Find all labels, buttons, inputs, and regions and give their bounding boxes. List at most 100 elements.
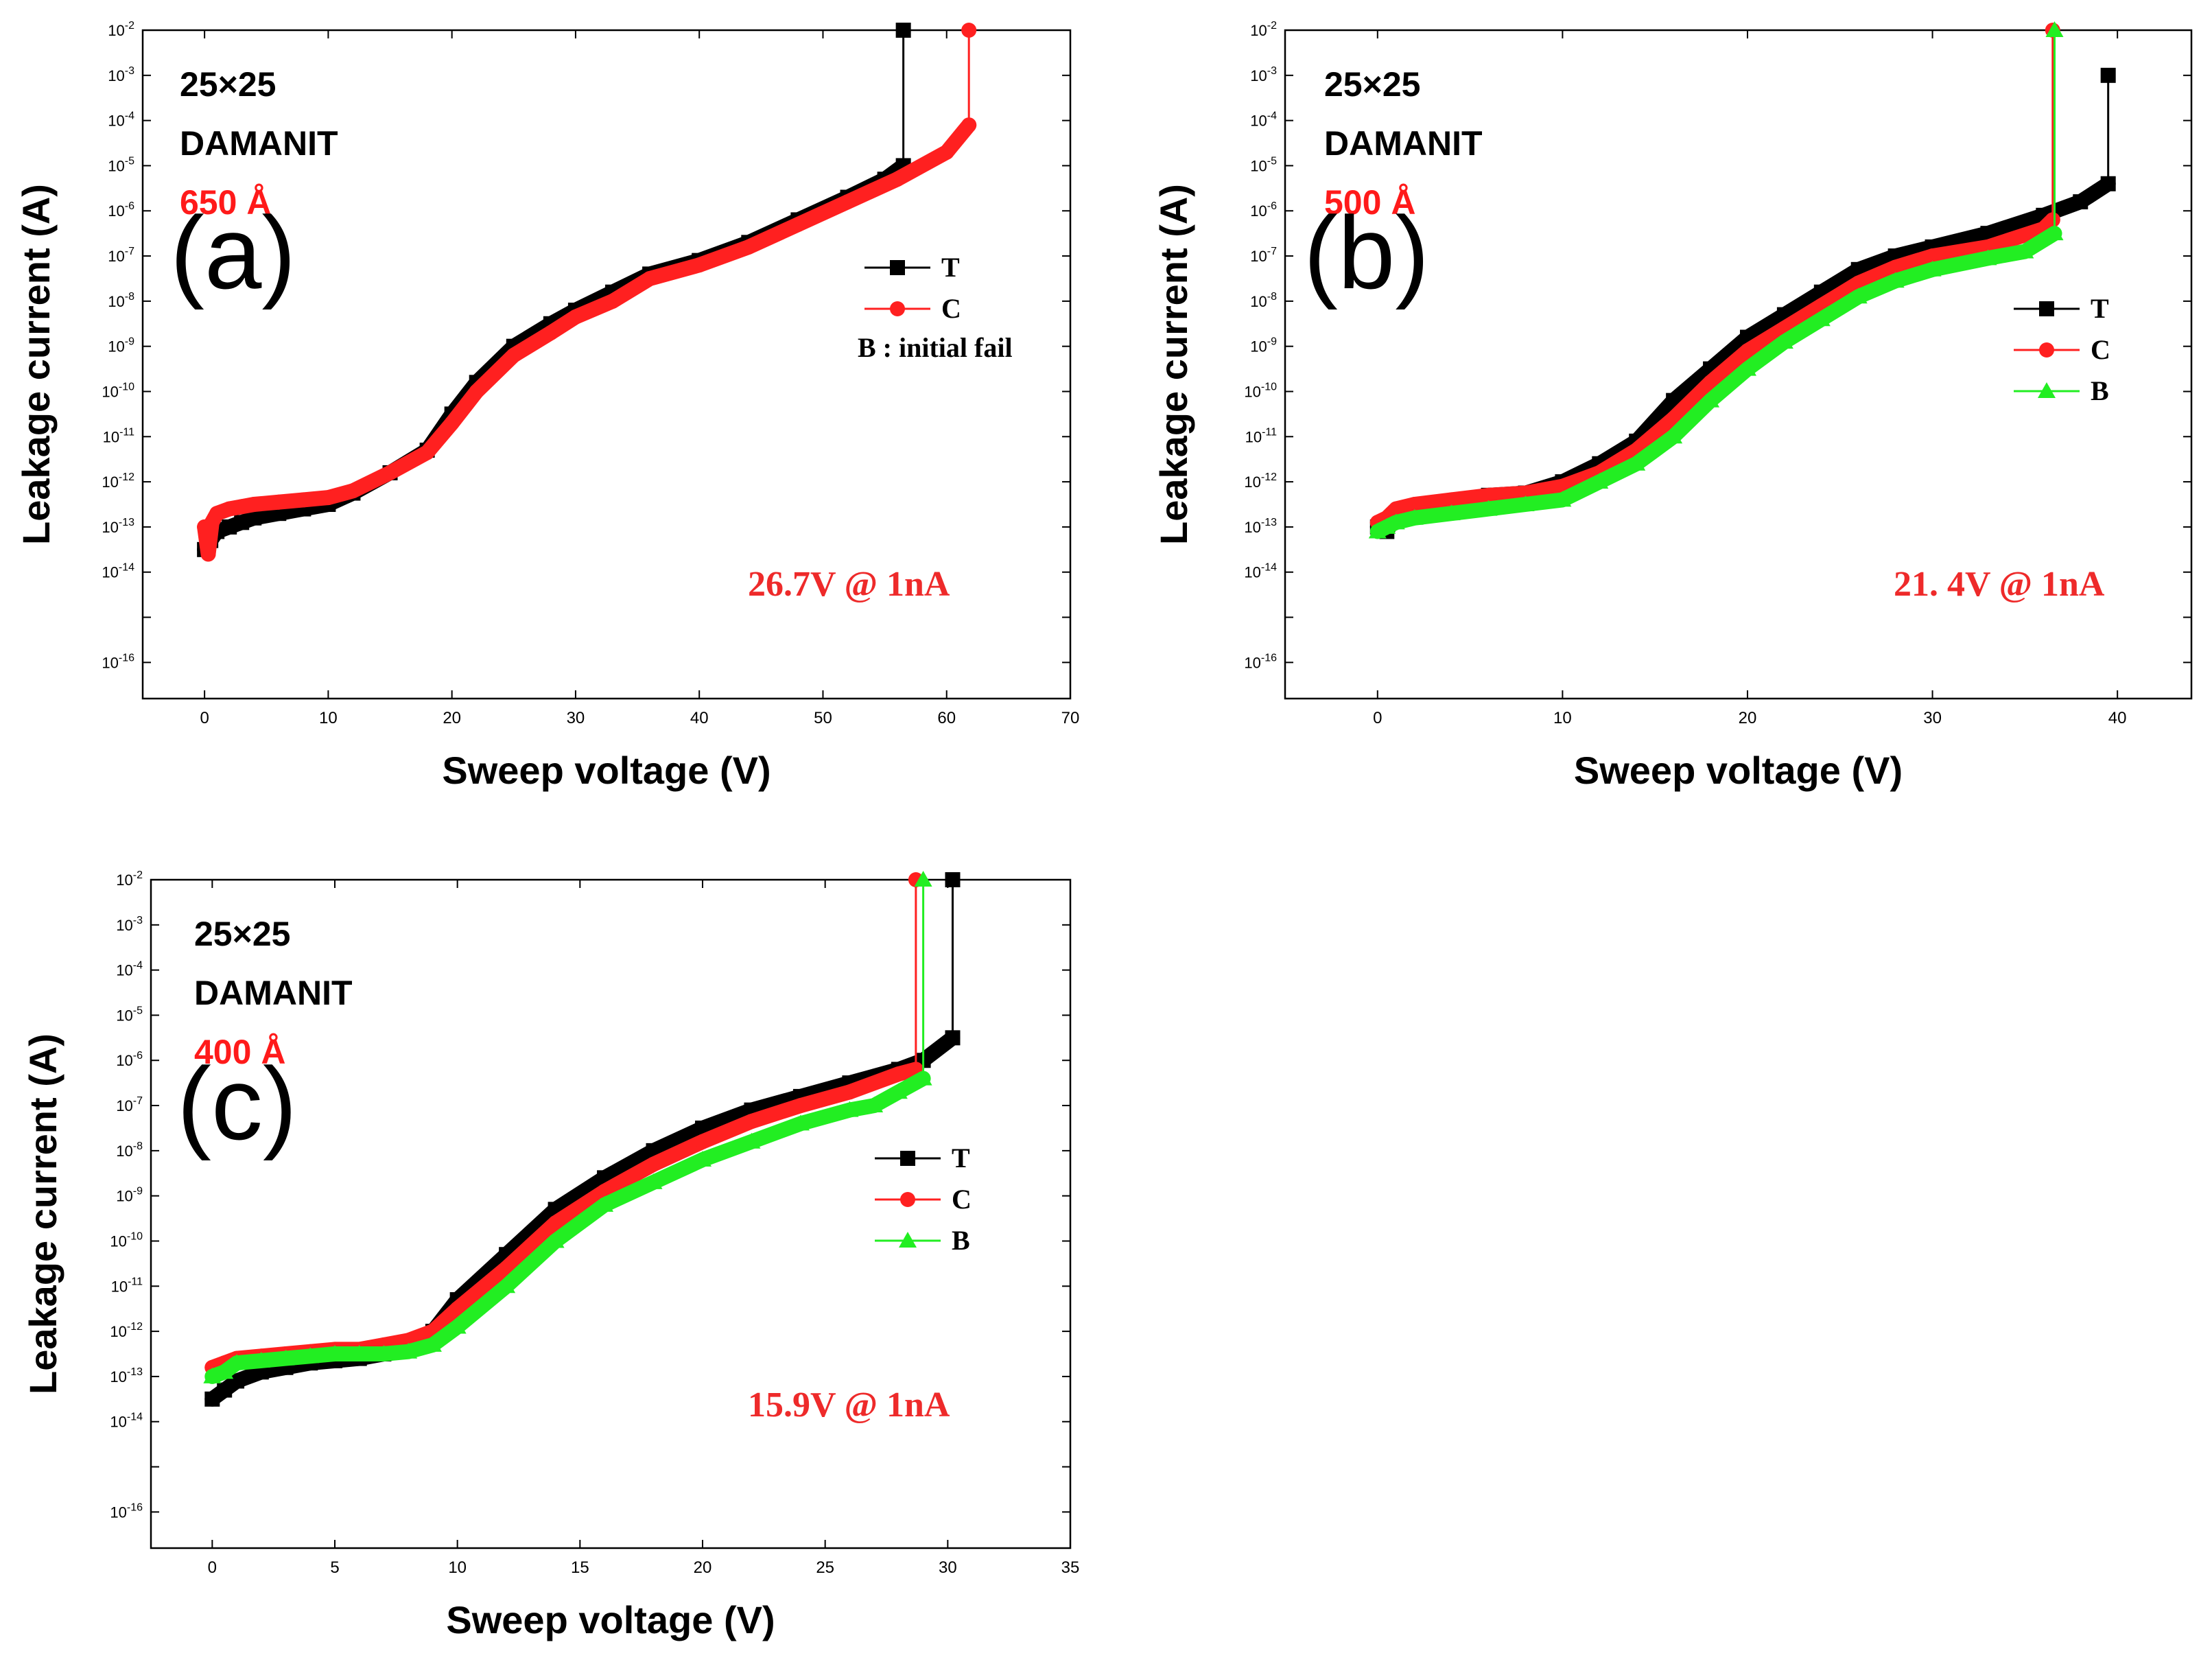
legend-entry-C: C — [864, 293, 961, 324]
data-point — [506, 347, 521, 363]
x-tick-label: 25 — [816, 1558, 834, 1577]
annotation-text: 25×25 — [1324, 65, 1420, 104]
data-point — [1664, 428, 1683, 444]
y-tick-label: 10-6 — [116, 1050, 143, 1069]
data-point — [382, 465, 398, 480]
chart-panel-2: 10-16 10-14 10-13 10-12 10-11 10-10 10-9 10-8 10… — [21, 869, 1079, 1641]
data-point — [741, 239, 757, 255]
legend-entry-C: C — [875, 1184, 972, 1215]
y-tick-label: 10-3 — [1250, 65, 1277, 84]
x-tick-label: 5 — [330, 1558, 339, 1577]
data-point — [399, 1342, 418, 1359]
data-point — [1886, 272, 1905, 288]
data-point — [900, 1151, 915, 1166]
legend-label: T — [952, 1143, 970, 1173]
data-point — [1812, 310, 1831, 327]
measurement-annotation: 26.7V @ 1nA — [748, 565, 950, 604]
x-tick-label: 30 — [1923, 709, 1942, 727]
data-point — [204, 1391, 220, 1407]
data-point — [1479, 500, 1498, 516]
data-point — [1444, 492, 1459, 508]
data-point — [695, 1134, 710, 1149]
data-point — [1481, 487, 1496, 503]
y-tick-label: 10-2 — [108, 20, 134, 39]
data-point — [222, 501, 237, 517]
x-axis-label: Sweep voltage (V) — [446, 1598, 775, 1641]
data-point — [1590, 473, 1609, 489]
legend-entry-T: T — [864, 252, 960, 283]
x-tick-label: 50 — [814, 709, 832, 727]
data-point — [1775, 333, 1793, 349]
data-point — [548, 1215, 563, 1231]
data-point — [497, 1277, 516, 1294]
data-point — [1925, 248, 1940, 264]
y-tick-label: 10-13 — [102, 517, 134, 536]
data-point — [900, 1192, 915, 1207]
data-point — [1739, 343, 1755, 359]
y-tick-label: 10-5 — [108, 155, 134, 174]
x-tick-label: 10 — [1553, 709, 1572, 727]
plot-frame — [150, 878, 1072, 1549]
data-point — [692, 257, 707, 273]
data-point — [1887, 259, 1903, 275]
y-tick-label: 10-13 — [110, 1366, 143, 1385]
series-C — [1369, 23, 2060, 530]
data-point — [865, 1097, 884, 1113]
data-point — [546, 1232, 565, 1248]
legend-entry-B: B — [875, 1225, 970, 1256]
data-point — [350, 1345, 368, 1361]
data-point — [271, 494, 287, 510]
y-tick-label: 10-4 — [108, 110, 134, 130]
data-point — [419, 445, 435, 460]
data-point — [646, 1156, 661, 1172]
y-tick-label: 10-2 — [116, 869, 143, 889]
data-point — [1553, 491, 1572, 507]
x-axis-label: Sweep voltage (V) — [442, 749, 770, 792]
data-point — [246, 510, 262, 526]
data-point — [2073, 194, 2089, 210]
data-point — [1368, 522, 1387, 539]
data-point — [1442, 504, 1461, 521]
y-tick-label: 10-13 — [1244, 517, 1277, 536]
panel-letter: (c) — [177, 1046, 297, 1161]
y-tick-label: 10-5 — [116, 1005, 143, 1024]
x-tick-label: 60 — [937, 709, 956, 727]
data-point — [296, 492, 311, 508]
data-point — [790, 216, 806, 232]
data-point — [229, 1373, 245, 1389]
data-point — [228, 1354, 246, 1370]
data-point — [596, 1195, 614, 1212]
data-point — [252, 1351, 270, 1368]
y-tick-label: 10-14 — [1244, 562, 1277, 581]
x-tick-label: 40 — [2108, 709, 2127, 727]
data-point — [276, 1349, 295, 1366]
data-point — [1405, 508, 1424, 525]
annotation-text: DAMANIT — [1324, 124, 1483, 163]
x-tick-label: 0 — [200, 709, 209, 727]
x-tick-label: 10 — [319, 709, 338, 727]
y-tick-label: 10-3 — [108, 65, 134, 84]
y-tick-label: 10-11 — [103, 426, 135, 445]
panel-letter: (b) — [1304, 195, 1429, 310]
x-tick-label: 20 — [1739, 709, 1757, 727]
x-tick-label: 0 — [208, 1558, 217, 1577]
y-tick-label: 10-8 — [1250, 291, 1277, 310]
data-point — [444, 415, 460, 431]
series-T — [197, 23, 911, 557]
legend-label: C — [941, 293, 961, 324]
plot-frame — [141, 29, 1072, 700]
x-tick-label: 0 — [1373, 709, 1382, 727]
legend-entry-C: C — [2014, 334, 2110, 365]
y-tick-label: 10-4 — [1250, 110, 1277, 130]
data-point — [1407, 497, 1422, 513]
y-tick-label: 10-7 — [116, 1095, 143, 1114]
data-point — [209, 506, 225, 522]
y-tick-label: 10-6 — [1250, 200, 1277, 220]
data-point — [1627, 454, 1646, 471]
data-point — [961, 23, 977, 38]
data-point — [222, 519, 237, 535]
y-tick-label: 10-8 — [116, 1140, 143, 1160]
data-point — [1702, 391, 1720, 408]
data-point — [1666, 393, 1682, 408]
